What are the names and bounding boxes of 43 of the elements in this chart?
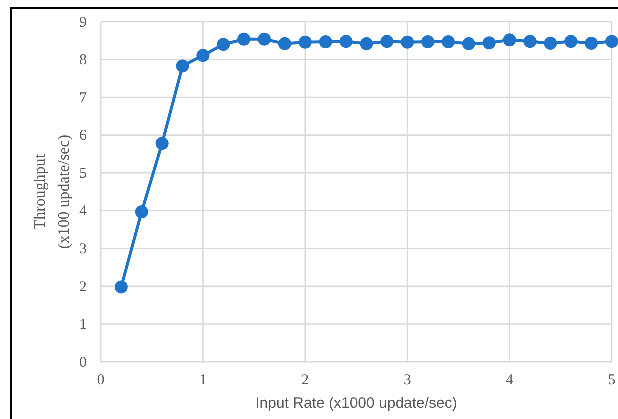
point xyxy=(606,35,618,48)
y-tick-label: 2 xyxy=(80,279,87,296)
point xyxy=(503,34,516,47)
y-tick-label: 1 xyxy=(80,317,87,334)
point xyxy=(238,32,251,46)
x-tick-label: 1 xyxy=(199,372,207,389)
point xyxy=(544,37,558,50)
x-tick-label: 2 xyxy=(302,372,310,389)
point xyxy=(462,37,476,50)
point xyxy=(278,37,292,50)
y-tick-label: 4 xyxy=(80,204,88,220)
point xyxy=(401,36,414,49)
y-tick-label: 0 xyxy=(80,354,87,371)
point xyxy=(422,36,435,49)
point xyxy=(319,36,332,49)
x-axis-title: Input Rate (x1000 update/sec) xyxy=(256,395,458,412)
point xyxy=(176,60,190,73)
point xyxy=(135,206,148,219)
y-tick-label: 8 xyxy=(80,52,87,69)
x-tick-label: 4 xyxy=(506,372,514,389)
point xyxy=(196,49,210,62)
y-axis-title: Throughput (x100 update/sec) xyxy=(32,134,73,250)
point xyxy=(298,36,312,49)
x-tick-label: 3 xyxy=(404,372,412,389)
point xyxy=(258,32,272,46)
y-tick-label: 7 xyxy=(80,90,88,106)
point xyxy=(156,137,169,150)
point xyxy=(340,35,353,48)
y-tick-label: 6 xyxy=(80,128,88,144)
x-tick-label: 5 xyxy=(608,372,616,389)
x-tick-label: 0 xyxy=(97,372,105,389)
y-tick-label: 9 xyxy=(80,14,87,31)
point xyxy=(380,35,394,48)
y-tick-label: 5 xyxy=(80,166,87,182)
point xyxy=(564,35,578,48)
point xyxy=(360,37,374,50)
point xyxy=(442,36,455,49)
point xyxy=(482,36,496,50)
point xyxy=(524,35,537,48)
point xyxy=(217,38,230,52)
y-tick-label: 3 xyxy=(80,241,87,258)
point xyxy=(114,280,128,294)
point xyxy=(585,37,598,50)
